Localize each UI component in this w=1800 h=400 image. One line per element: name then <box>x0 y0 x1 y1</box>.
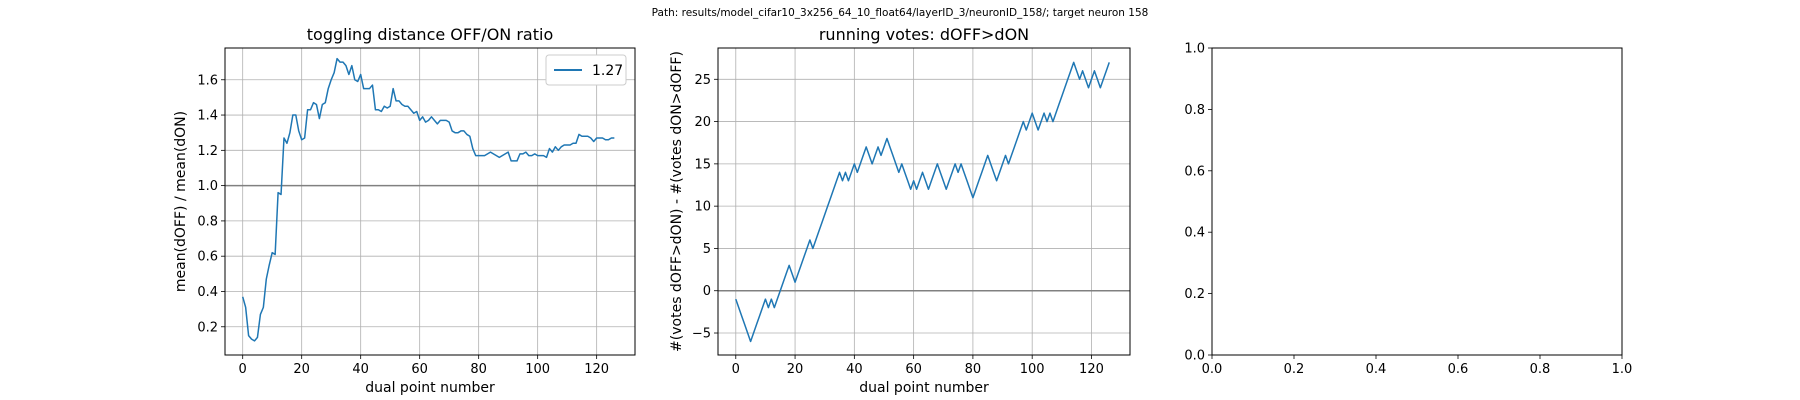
empty-xtick-label-4: 0.8 <box>1530 362 1551 377</box>
ratio-series-line-0 <box>241 57 615 342</box>
ratio-ytick-label-3: 0.8 <box>197 214 218 229</box>
ratio-ytick-label-7: 1.6 <box>197 73 218 88</box>
empty-xtick-label-0: 0.0 <box>1202 362 1223 377</box>
empty-ytick-label-0: 0.0 <box>1184 349 1205 364</box>
votes-y-axis-label: #(votes dOFF>dON) - #(votes dON>dOFF) <box>669 51 685 352</box>
ratio-ytick-label-5: 1.2 <box>197 144 218 159</box>
votes-xtick-label-4: 80 <box>965 362 982 377</box>
ratio-legend-label: 1.27 <box>592 63 623 79</box>
ratio-xtick-label-4: 80 <box>470 362 487 377</box>
empty-ytick-label-4: 0.8 <box>1184 103 1205 118</box>
ratio-ytick-label-0: 0.2 <box>197 320 218 335</box>
votes-x-axis-label: dual point number <box>859 380 989 396</box>
empty-xtick-label-3: 0.6 <box>1448 362 1469 377</box>
votes-xtick-label-3: 60 <box>905 362 922 377</box>
ratio-legend: 1.27 <box>545 54 627 86</box>
votes-xtick-label-5: 100 <box>1020 362 1045 377</box>
ratio-x-axis-label: dual point number <box>365 380 495 396</box>
empty-xtick-label-1: 0.2 <box>1284 362 1305 377</box>
ratio-ytick-label-2: 0.6 <box>197 250 218 265</box>
ratio-chart-title: toggling distance OFF/ON ratio <box>307 25 553 44</box>
votes-ytick-label-0: −5 <box>692 327 711 342</box>
votes-ytick-label-3: 10 <box>694 200 711 215</box>
ratio-xtick-label-5: 100 <box>525 362 550 377</box>
votes-xtick-label-1: 20 <box>787 362 804 377</box>
ratio-ytick-label-1: 0.4 <box>197 285 218 300</box>
empty-axes-frame <box>1211 47 1623 356</box>
votes-chart-title: running votes: dOFF>dON <box>819 25 1029 44</box>
ratio-xtick-label-6: 120 <box>584 362 609 377</box>
empty-ytick-label-3: 0.6 <box>1184 164 1205 179</box>
votes-ytick-label-4: 15 <box>694 157 711 172</box>
votes-ytick-label-5: 20 <box>694 115 711 130</box>
votes-chart-panel: 0 20 40 60 80 100 120 −5 0 5 10 15 20 25 running votes… <box>669 25 1131 396</box>
ratio-chart-panel: 0 20 40 60 80 100 120 0.2 0.4 0.6 0.8 1.0 1.2 1.4 1.6 t… <box>173 25 636 396</box>
empty-ytick-label-2: 0.4 <box>1184 226 1205 241</box>
ratio-ytick-label-4: 1.0 <box>197 179 218 194</box>
ratio-xtick-label-1: 20 <box>293 362 310 377</box>
ratio-legend-frame <box>545 54 627 86</box>
ratio-xtick-label-2: 40 <box>352 362 369 377</box>
empty-xtick-label-2: 0.4 <box>1366 362 1387 377</box>
votes-ytick-label-1: 0 <box>703 284 711 299</box>
votes-axes-frame <box>717 47 1131 356</box>
votes-ytick-label-6: 25 <box>694 73 711 88</box>
ratio-xtick-label-3: 60 <box>411 362 428 377</box>
figure-suptitle: Path: results/model_cifar10_3x256_64_10_… <box>652 7 1149 19</box>
ratio-xtick-label-0: 0 <box>239 362 247 377</box>
votes-ytick-label-2: 5 <box>703 242 711 257</box>
empty-ytick-label-5: 1.0 <box>1184 42 1205 57</box>
votes-series-line-0 <box>735 61 1110 343</box>
empty-chart-panel: 0.0 0.2 0.4 0.6 0.8 1.0 0.0 0.2 0.4 0.6 0.8 1.0 <box>1184 42 1632 378</box>
ratio-axes-frame <box>224 47 636 356</box>
empty-xtick-label-5: 1.0 <box>1612 362 1633 377</box>
votes-xtick-label-6: 120 <box>1079 362 1104 377</box>
votes-xtick-label-0: 0 <box>732 362 740 377</box>
empty-ytick-label-1: 0.2 <box>1184 287 1205 302</box>
ratio-ytick-label-6: 1.4 <box>197 109 218 124</box>
votes-xtick-label-2: 40 <box>846 362 863 377</box>
ratio-y-axis-label: mean(dOFF) / mean(dON) <box>173 111 189 292</box>
